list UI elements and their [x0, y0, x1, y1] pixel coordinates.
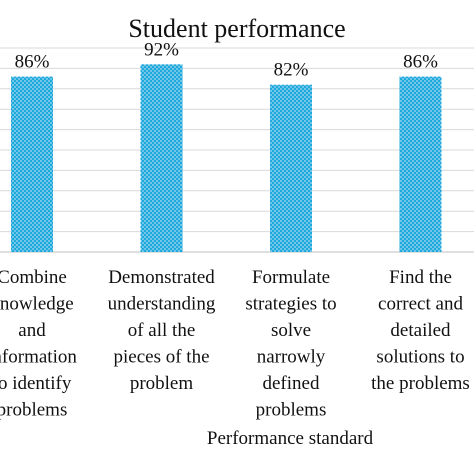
category-label-line: narrowly: [257, 347, 326, 368]
category-label: Combine knowledge and information to identif…: [0, 267, 77, 421]
category-label-line: solve: [271, 320, 311, 341]
category-label-line: of all the: [128, 320, 196, 341]
category-label: Demonstrated understanding of all the piece…: [108, 267, 216, 394]
category-label-line: knowledge: [0, 294, 74, 315]
category-label-line: detailed: [390, 320, 451, 341]
bar: [11, 76, 53, 252]
category-label-line: Formulate: [252, 267, 330, 288]
category-label-line: strategies to: [245, 294, 336, 315]
data-label: 86%: [403, 52, 438, 73]
category-label-line: pieces of the: [113, 347, 209, 368]
data-label: 86%: [15, 52, 50, 73]
category-label-line: information: [0, 347, 77, 368]
category-label-line: problem: [130, 373, 194, 394]
data-labels: 86% 92% 82% 86%: [15, 39, 439, 80]
category-label-line: the problems: [371, 373, 470, 394]
category-label: Formulate strategies to solve narrowly defin…: [245, 267, 336, 421]
category-label-line: Combine: [0, 267, 67, 288]
category-label-line: defined: [263, 373, 320, 394]
data-label: 82%: [274, 60, 309, 81]
bars: [11, 64, 442, 252]
data-label: 92%: [144, 39, 179, 60]
category-label-line: problems: [0, 400, 67, 421]
bar: [140, 64, 183, 252]
category-label-line: solutions to: [376, 347, 464, 368]
bar: [270, 84, 312, 252]
category-label-line: problems: [256, 400, 327, 421]
category-label: Find the correct and detailed solutions to t…: [371, 267, 470, 394]
x-axis-title: Performance standard: [206, 428, 374, 449]
bar: [399, 76, 442, 252]
category-labels: Combine knowledge and information to identif…: [0, 267, 470, 421]
gridlines: [0, 47, 474, 253]
category-label-line: to identify: [0, 373, 72, 394]
chart-title: Student performance: [128, 14, 346, 43]
category-label-line: understanding: [108, 294, 216, 315]
category-label-line: correct and: [378, 294, 463, 315]
category-label-line: Demonstrated: [108, 267, 215, 288]
category-label-line: Find the: [389, 267, 452, 288]
category-label-line: and: [18, 320, 46, 341]
